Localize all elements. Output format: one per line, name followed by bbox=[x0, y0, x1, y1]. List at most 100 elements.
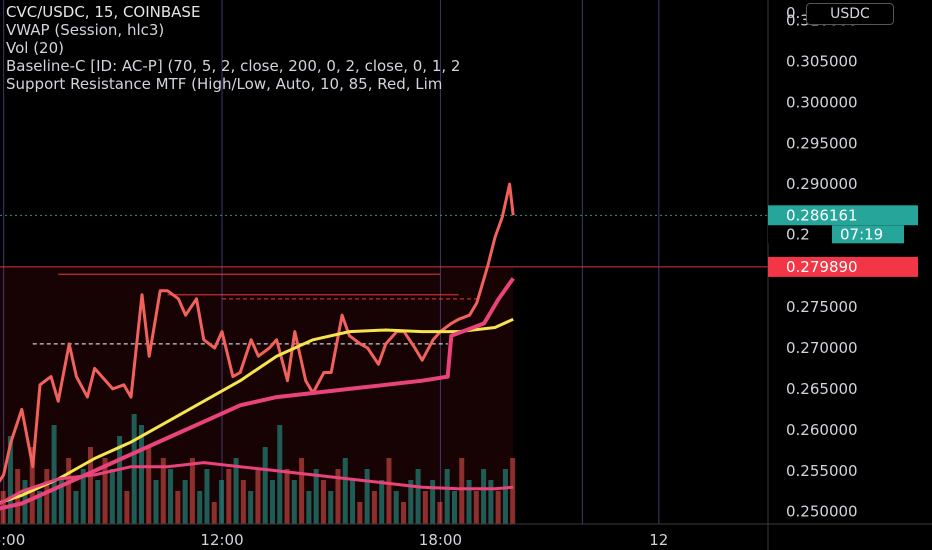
y-tick-label-10: 0.255000 bbox=[786, 462, 858, 480]
series-vwap[interactable] bbox=[0, 317, 514, 507]
volume-bar-40 bbox=[277, 425, 283, 524]
volume-bar-11 bbox=[66, 458, 72, 524]
volume-bar-62 bbox=[437, 502, 443, 524]
volume-bar-72 bbox=[510, 458, 516, 524]
current-price-value: 0.286161 bbox=[786, 206, 858, 224]
volume-bar-70 bbox=[495, 491, 501, 524]
volume-bar-42 bbox=[291, 480, 297, 524]
volume-bar-71 bbox=[502, 469, 508, 524]
current-price-tag[interactable] bbox=[768, 205, 918, 226]
volume-bar-30 bbox=[204, 469, 210, 524]
y-tick-label-11: 0.250000 bbox=[786, 503, 858, 521]
volume-bar-31 bbox=[211, 502, 217, 524]
volume-bar-59 bbox=[415, 469, 421, 524]
volume-bar-69 bbox=[488, 480, 494, 524]
x-tick-label-2: 18:00 bbox=[419, 531, 462, 549]
volume-bar-49 bbox=[342, 458, 348, 524]
y-tick-label-9: 0.260000 bbox=[786, 421, 858, 439]
volume-bar-43 bbox=[299, 458, 305, 524]
volume-bar-33 bbox=[226, 469, 232, 524]
volume-bar-25 bbox=[168, 469, 174, 524]
volume-bar-37 bbox=[255, 469, 261, 524]
volume-bar-63 bbox=[444, 469, 450, 524]
volume-bar-48 bbox=[335, 469, 341, 524]
legend-symbol[interactable]: CVC/USDC, 15, COINBASE bbox=[6, 3, 201, 21]
indicator-legend: CVC/USDC, 15, COINBASE VWAP (Session, hl… bbox=[6, 3, 766, 93]
y-tick-label-2: 0.300000 bbox=[786, 93, 858, 111]
legend-baseline[interactable]: Baseline-C [ID: AC-P] (70, 5, 2, close, … bbox=[6, 57, 461, 75]
y-tick-label-3: 0.295000 bbox=[786, 134, 858, 152]
volume-bar-60 bbox=[422, 491, 428, 524]
volume-bar-38 bbox=[262, 447, 268, 524]
volume-bar-51 bbox=[357, 502, 363, 524]
volume-bar-41 bbox=[284, 469, 290, 524]
hidden-partial-label: 0.2 bbox=[786, 225, 810, 243]
volume-bar-66 bbox=[466, 480, 472, 524]
volume-bar-20 bbox=[131, 414, 137, 524]
volume-bar-54 bbox=[379, 480, 385, 524]
volume-bar-45 bbox=[313, 469, 319, 524]
volume-bar-53 bbox=[371, 491, 377, 524]
volume-bar-64 bbox=[451, 491, 457, 524]
volume-bar-26 bbox=[175, 491, 181, 524]
volume-bar-12 bbox=[73, 491, 79, 524]
y-tick-label-4: 0.290000 bbox=[786, 175, 858, 193]
volume-bar-9 bbox=[51, 425, 57, 524]
legend-vwap[interactable]: VWAP (Session, hlc3) bbox=[6, 21, 165, 39]
red-price-value: 0.279890 bbox=[786, 258, 858, 276]
volume-bar-68 bbox=[481, 469, 487, 524]
legend-vol[interactable]: Vol (20) bbox=[6, 39, 65, 57]
volume-bar-19 bbox=[124, 491, 130, 524]
series-price[interactable] bbox=[0, 182, 515, 491]
volume-bar-21 bbox=[138, 425, 144, 524]
volume-bar-39 bbox=[269, 480, 275, 524]
volume-bar-23 bbox=[153, 480, 159, 524]
volume-bar-29 bbox=[197, 491, 203, 524]
volume-bar-22 bbox=[146, 447, 152, 524]
x-tick-label-3: 12 bbox=[649, 531, 668, 549]
volume-bar-67 bbox=[473, 491, 479, 524]
volume-bar-10 bbox=[58, 480, 64, 524]
countdown-value: 07:19 bbox=[840, 225, 883, 243]
volume-bar-6 bbox=[29, 447, 35, 524]
volume-bar-24 bbox=[160, 458, 166, 524]
volume-bar-7 bbox=[37, 491, 43, 524]
countdown-tag bbox=[832, 225, 904, 244]
volume-bar-18 bbox=[117, 436, 123, 524]
volume-bar-58 bbox=[408, 480, 414, 524]
volume-bar-52 bbox=[364, 469, 370, 524]
red-price-tag[interactable] bbox=[768, 256, 918, 277]
y-tick-label-8: 0.265000 bbox=[786, 380, 858, 398]
y-tick-label-1: 0.305000 bbox=[786, 52, 858, 70]
x-tick-label-0: 06:00 bbox=[0, 531, 25, 549]
volume-bar-16 bbox=[102, 458, 108, 524]
volume-bar-57 bbox=[401, 502, 407, 524]
volume-bar-34 bbox=[233, 458, 239, 524]
volume-bar-15 bbox=[95, 480, 101, 524]
y-tick-label-6: 0.275000 bbox=[786, 298, 858, 316]
volume-bar-27 bbox=[182, 480, 188, 524]
y-tick-label-top: 0. bbox=[786, 4, 800, 22]
volume-bar-35 bbox=[240, 480, 246, 524]
volume-bar-61 bbox=[430, 480, 436, 524]
x-tick-label-1: 12:00 bbox=[200, 531, 243, 549]
volume-bar-50 bbox=[350, 480, 356, 524]
volume-bar-44 bbox=[306, 491, 312, 524]
volume-bar-55 bbox=[386, 458, 392, 524]
series-baseline_lower[interactable] bbox=[0, 461, 514, 512]
series-baseline[interactable] bbox=[0, 277, 515, 511]
volume-bar-14 bbox=[87, 447, 93, 524]
volume-bar-13 bbox=[80, 469, 86, 524]
volume-bar-8 bbox=[44, 469, 50, 524]
legend-support-resistance[interactable]: Support Resistance MTF (High/Low, Auto, … bbox=[6, 75, 443, 93]
volume-bar-17 bbox=[109, 469, 115, 524]
volume-bar-3 bbox=[7, 436, 13, 524]
volume-bar-28 bbox=[189, 458, 195, 524]
currency-button[interactable]: USDC bbox=[806, 3, 894, 25]
volume-bar-32 bbox=[219, 480, 225, 524]
y-tick-label-7: 0.270000 bbox=[786, 339, 858, 357]
volume-bar-46 bbox=[320, 480, 326, 524]
volume-bar-36 bbox=[248, 491, 254, 524]
volume-bar-56 bbox=[393, 491, 399, 524]
